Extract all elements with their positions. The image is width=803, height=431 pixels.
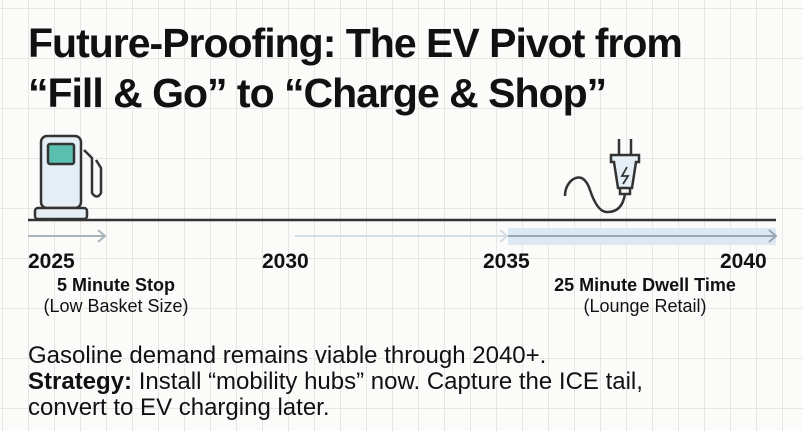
timeline-graphic [28,134,778,245]
summary-text: Gasoline demand remains viable through 2… [28,342,643,421]
left-detail: (Low Basket Size) [43,296,189,316]
ev-arrow [508,229,778,243]
left-label: 5 Minute Stop [57,275,175,295]
ev-plug-icon [563,139,641,214]
strategy-label: Strategy: [28,368,133,395]
ice-arrow [28,229,107,243]
page-title: Future-Proofing: The EV Pivot from “Fill… [28,20,683,116]
right-label: 25 Minute Dwell Time [554,275,736,295]
year-2040: 2040 [720,250,767,273]
right-detail: (Lounge Retail) [583,296,707,316]
year-2030: 2030 [262,250,309,273]
year-2025: 2025 [28,250,75,273]
year-2035: 2035 [483,250,530,273]
gas-pump-icon [33,134,103,221]
transition-arrow [295,229,509,243]
